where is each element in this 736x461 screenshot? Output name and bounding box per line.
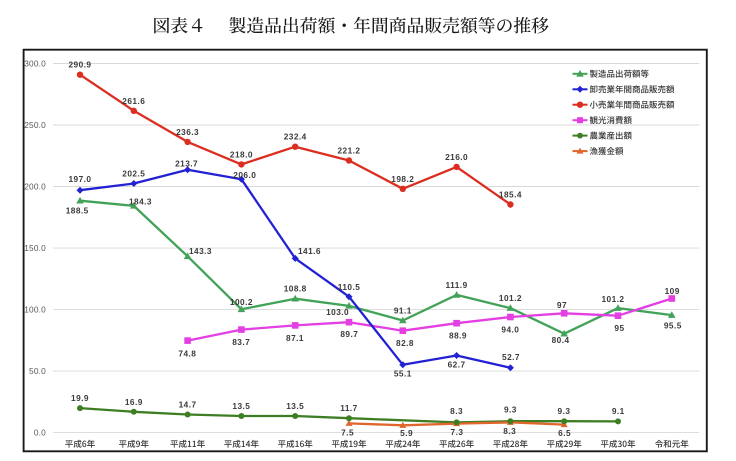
svg-text:6.5: 6.5 <box>558 428 571 438</box>
svg-text:95.5: 95.5 <box>664 321 682 331</box>
svg-text:7.5: 7.5 <box>341 428 354 438</box>
svg-text:143.3: 143.3 <box>189 246 212 256</box>
svg-text:200.0: 200.0 <box>24 181 46 191</box>
svg-text:5.9: 5.9 <box>400 428 413 438</box>
svg-text:261.6: 261.6 <box>122 96 145 106</box>
svg-text:87.1: 87.1 <box>286 333 304 343</box>
svg-text:9.3: 9.3 <box>558 406 571 416</box>
svg-text:55.1: 55.1 <box>394 368 412 378</box>
svg-text:232.4: 232.4 <box>284 132 307 142</box>
svg-text:218.0: 218.0 <box>230 149 253 159</box>
svg-text:213.7: 213.7 <box>175 159 198 169</box>
svg-text:250.0: 250.0 <box>24 120 46 130</box>
svg-text:184.3: 184.3 <box>129 197 152 207</box>
svg-text:9.1: 9.1 <box>612 406 625 416</box>
svg-text:94.0: 94.0 <box>501 324 519 334</box>
svg-text:141.6: 141.6 <box>298 246 321 256</box>
svg-text:89.7: 89.7 <box>340 329 358 339</box>
svg-text:150.0: 150.0 <box>24 243 46 253</box>
svg-text:109: 109 <box>665 286 680 296</box>
svg-text:103.0: 103.0 <box>326 307 349 317</box>
svg-text:110.5: 110.5 <box>338 282 361 292</box>
svg-text:185.4: 185.4 <box>499 190 522 200</box>
svg-text:19.9: 19.9 <box>71 393 89 403</box>
svg-text:111.9: 111.9 <box>446 280 468 290</box>
svg-text:52.7: 52.7 <box>502 352 520 362</box>
svg-text:198.2: 198.2 <box>391 174 414 184</box>
svg-text:188.5: 188.5 <box>66 206 89 216</box>
svg-text:9.3: 9.3 <box>504 405 517 415</box>
svg-text:300.0: 300.0 <box>24 58 46 68</box>
svg-text:7.3: 7.3 <box>451 427 464 437</box>
svg-text:206.0: 206.0 <box>233 170 256 180</box>
svg-text:197.0: 197.0 <box>68 174 91 184</box>
svg-text:8.3: 8.3 <box>503 426 516 436</box>
svg-text:16.9: 16.9 <box>125 397 143 407</box>
svg-text:97: 97 <box>557 300 567 310</box>
svg-text:13.5: 13.5 <box>286 401 304 411</box>
svg-text:11.7: 11.7 <box>340 403 358 413</box>
svg-text:108.8: 108.8 <box>284 284 307 294</box>
svg-text:0.0: 0.0 <box>34 428 46 438</box>
svg-text:100.0: 100.0 <box>24 305 46 315</box>
svg-text:202.5: 202.5 <box>122 168 145 178</box>
svg-text:80.4: 80.4 <box>552 335 570 345</box>
svg-text:14.7: 14.7 <box>179 400 197 410</box>
svg-text:83.7: 83.7 <box>232 337 250 347</box>
svg-text:216.0: 216.0 <box>445 152 468 162</box>
svg-text:74.8: 74.8 <box>178 348 196 358</box>
svg-text:221.2: 221.2 <box>337 146 360 156</box>
svg-text:13.5: 13.5 <box>232 401 250 411</box>
svg-text:8.3: 8.3 <box>450 406 463 416</box>
svg-text:50.0: 50.0 <box>29 366 46 376</box>
svg-text:101.2: 101.2 <box>601 294 624 304</box>
svg-text:62.7: 62.7 <box>448 360 466 370</box>
svg-text:95: 95 <box>614 323 624 333</box>
svg-text:100.2: 100.2 <box>230 297 253 307</box>
svg-text:290.9: 290.9 <box>68 60 91 70</box>
svg-text:101.2: 101.2 <box>499 293 522 303</box>
svg-text:236.3: 236.3 <box>176 127 199 137</box>
svg-text:82.8: 82.8 <box>396 338 414 348</box>
svg-text:88.9: 88.9 <box>449 331 467 341</box>
svg-text:91.1: 91.1 <box>394 306 412 316</box>
